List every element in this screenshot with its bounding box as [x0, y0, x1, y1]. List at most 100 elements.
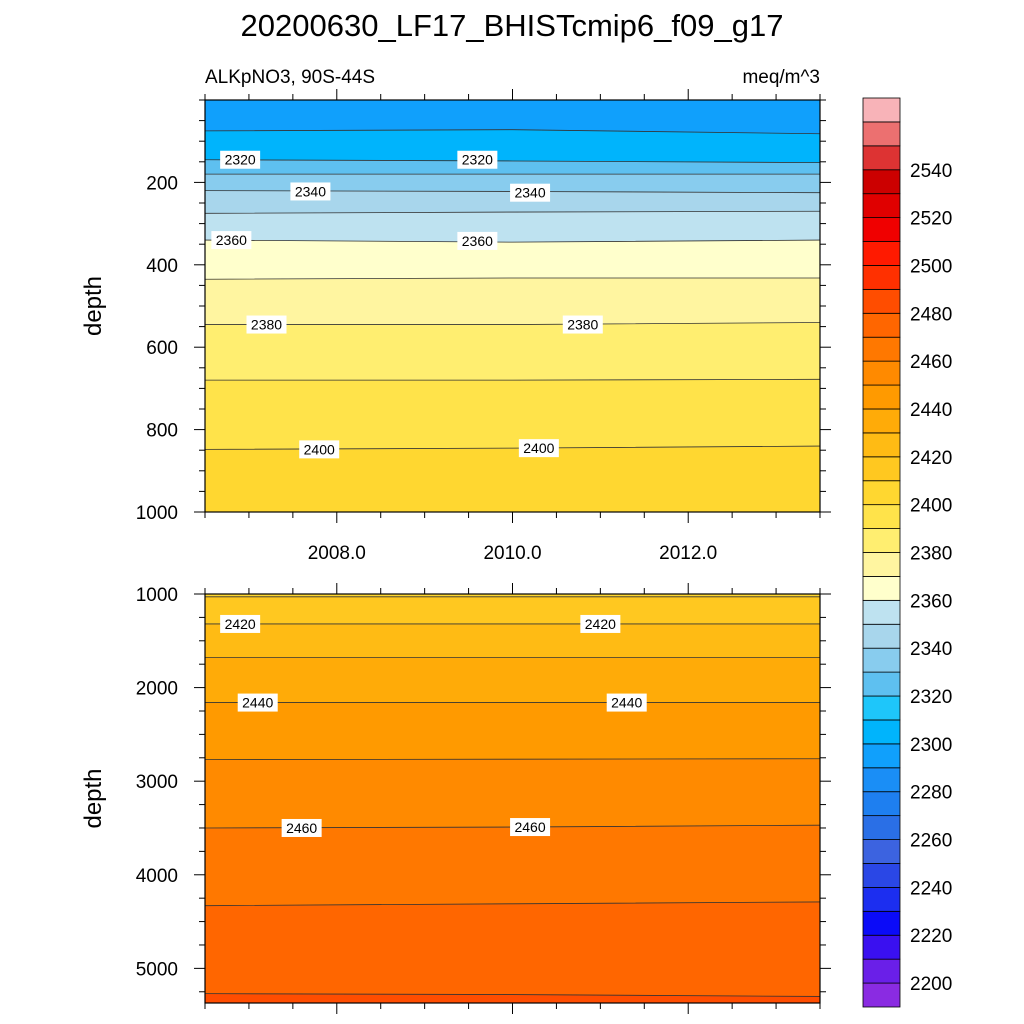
- colorbar-box: [862, 408, 901, 434]
- svg-text:2400: 2400: [523, 440, 554, 456]
- colorbar-box: [862, 241, 901, 266]
- contour-fills: [205, 594, 820, 1003]
- contour-line: [205, 322, 820, 325]
- colorbar-label: 2520: [910, 209, 952, 230]
- contour-line: [205, 378, 820, 381]
- colorbar-box: [862, 886, 901, 912]
- colorbar-label: 2220: [910, 926, 952, 947]
- contour-band: [205, 702, 820, 760]
- colorbar-box: [862, 336, 901, 362]
- colorbar-label: 2540: [910, 161, 952, 182]
- contour-label: 2460: [281, 818, 322, 837]
- colorbar-label: 2380: [910, 544, 952, 565]
- contour-band: [205, 379, 820, 450]
- variable-subtitle: ALKpNO3, 90S-44S: [205, 67, 375, 88]
- y-axis-label: depth: [80, 276, 107, 336]
- colorbar-label: 2280: [910, 783, 952, 804]
- contour-band: [205, 758, 820, 828]
- contour-line: [205, 239, 820, 243]
- contour-fills: [205, 100, 820, 512]
- colorbar-label: 2320: [910, 687, 952, 708]
- contour-band: [205, 174, 820, 193]
- colorbar-label: 2420: [910, 448, 952, 469]
- contour-label: 2380: [562, 315, 603, 334]
- contour-band: [205, 993, 820, 1003]
- x-tick-label: 2010.0: [483, 543, 541, 564]
- panels-layer: 2320 2320 2340 2340 2360 2360 2380 2380 2400 2400…: [80, 89, 831, 1014]
- colorbar-box: [862, 504, 901, 529]
- colorbar-box: [862, 719, 901, 745]
- contour-band: [205, 240, 820, 280]
- colorbar-box: [862, 145, 901, 171]
- contour-line: [205, 901, 820, 907]
- colorbar-label: 2360: [910, 591, 952, 612]
- svg-text:2320: 2320: [225, 152, 256, 168]
- colorbar-box: [862, 312, 901, 338]
- colorbar-box: [862, 265, 901, 290]
- colorbar: 2200 2220 2240 2260 2280 2300 2320 2340 2360 2380…: [862, 97, 952, 1008]
- svg-text:2340: 2340: [514, 185, 545, 201]
- svg-text:2380: 2380: [567, 317, 598, 333]
- y-tick-label: 1000: [136, 585, 178, 606]
- y-tick-label: 4000: [136, 866, 178, 887]
- colorbar-box: [862, 934, 901, 960]
- contour-band: [205, 159, 820, 175]
- y-tick-label: 200: [146, 173, 178, 194]
- colorbar-box: [862, 121, 901, 147]
- svg-text:2340: 2340: [295, 183, 326, 199]
- contour-label: 2320: [457, 150, 498, 169]
- colorbar-label: 2500: [910, 256, 952, 277]
- colorbar-box: [862, 910, 901, 936]
- panel-lower: 2420 2420 2440 2440 2460 2460 1000 2000 3000 4000…: [80, 583, 831, 1014]
- svg-text:2320: 2320: [462, 152, 493, 168]
- contour-band: [205, 277, 820, 325]
- contour-band: [205, 322, 820, 381]
- contour-band: [205, 594, 820, 597]
- contour-band: [205, 446, 820, 512]
- colorbar-box: [862, 647, 901, 673]
- contour-line: [205, 159, 820, 164]
- contour-label: 2420: [220, 614, 261, 633]
- colorbar-box: [862, 599, 901, 625]
- colorbar-box: [862, 97, 901, 123]
- contour-line: [205, 129, 820, 135]
- colorbar-box: [862, 480, 901, 506]
- colorbar-label: 2200: [910, 974, 952, 995]
- contour-label: 2440: [606, 693, 647, 712]
- svg-text:2400: 2400: [304, 441, 335, 457]
- y-tick-label: 800: [146, 421, 178, 442]
- colorbar-box: [862, 528, 901, 553]
- contour-line: [205, 993, 820, 997]
- contour-label: 2360: [457, 231, 498, 250]
- contour-line: [205, 758, 820, 761]
- y-tick-label: 3000: [136, 772, 178, 793]
- colorbar-box: [862, 815, 901, 840]
- colorbar-label: 2240: [910, 878, 952, 899]
- colorbar-box: [862, 958, 901, 984]
- colorbar-box: [862, 360, 901, 386]
- y-tick-label: 400: [146, 256, 178, 277]
- contour-band: [205, 623, 820, 658]
- contour-label: 2380: [246, 315, 287, 334]
- svg-text:2380: 2380: [251, 317, 282, 333]
- y-tick-label: 2000: [136, 679, 178, 700]
- contour-label: 2340: [290, 182, 331, 201]
- colorbar-box: [862, 695, 901, 721]
- x-tick-label: 2012.0: [659, 543, 717, 564]
- svg-text:2440: 2440: [611, 695, 642, 711]
- colorbar-box: [862, 169, 901, 195]
- contour-band: [205, 211, 820, 243]
- contour-band: [205, 129, 820, 163]
- contour-line: [205, 210, 820, 214]
- colorbar-box: [862, 863, 901, 888]
- x-tick-label: 2008.0: [308, 543, 366, 564]
- colorbar-label: 2400: [910, 496, 952, 517]
- colorbar-label: 2440: [910, 400, 952, 421]
- colorbar-label: 2260: [910, 831, 952, 852]
- colorbar-box: [862, 839, 901, 864]
- colorbar-label: 2480: [910, 304, 952, 325]
- units-subtitle: meq/m^3: [742, 67, 820, 88]
- contour-label: 2440: [237, 693, 278, 712]
- panel-upper: 2320 2320 2340 2340 2360 2360 2380 2380 2400 2400…: [80, 89, 831, 564]
